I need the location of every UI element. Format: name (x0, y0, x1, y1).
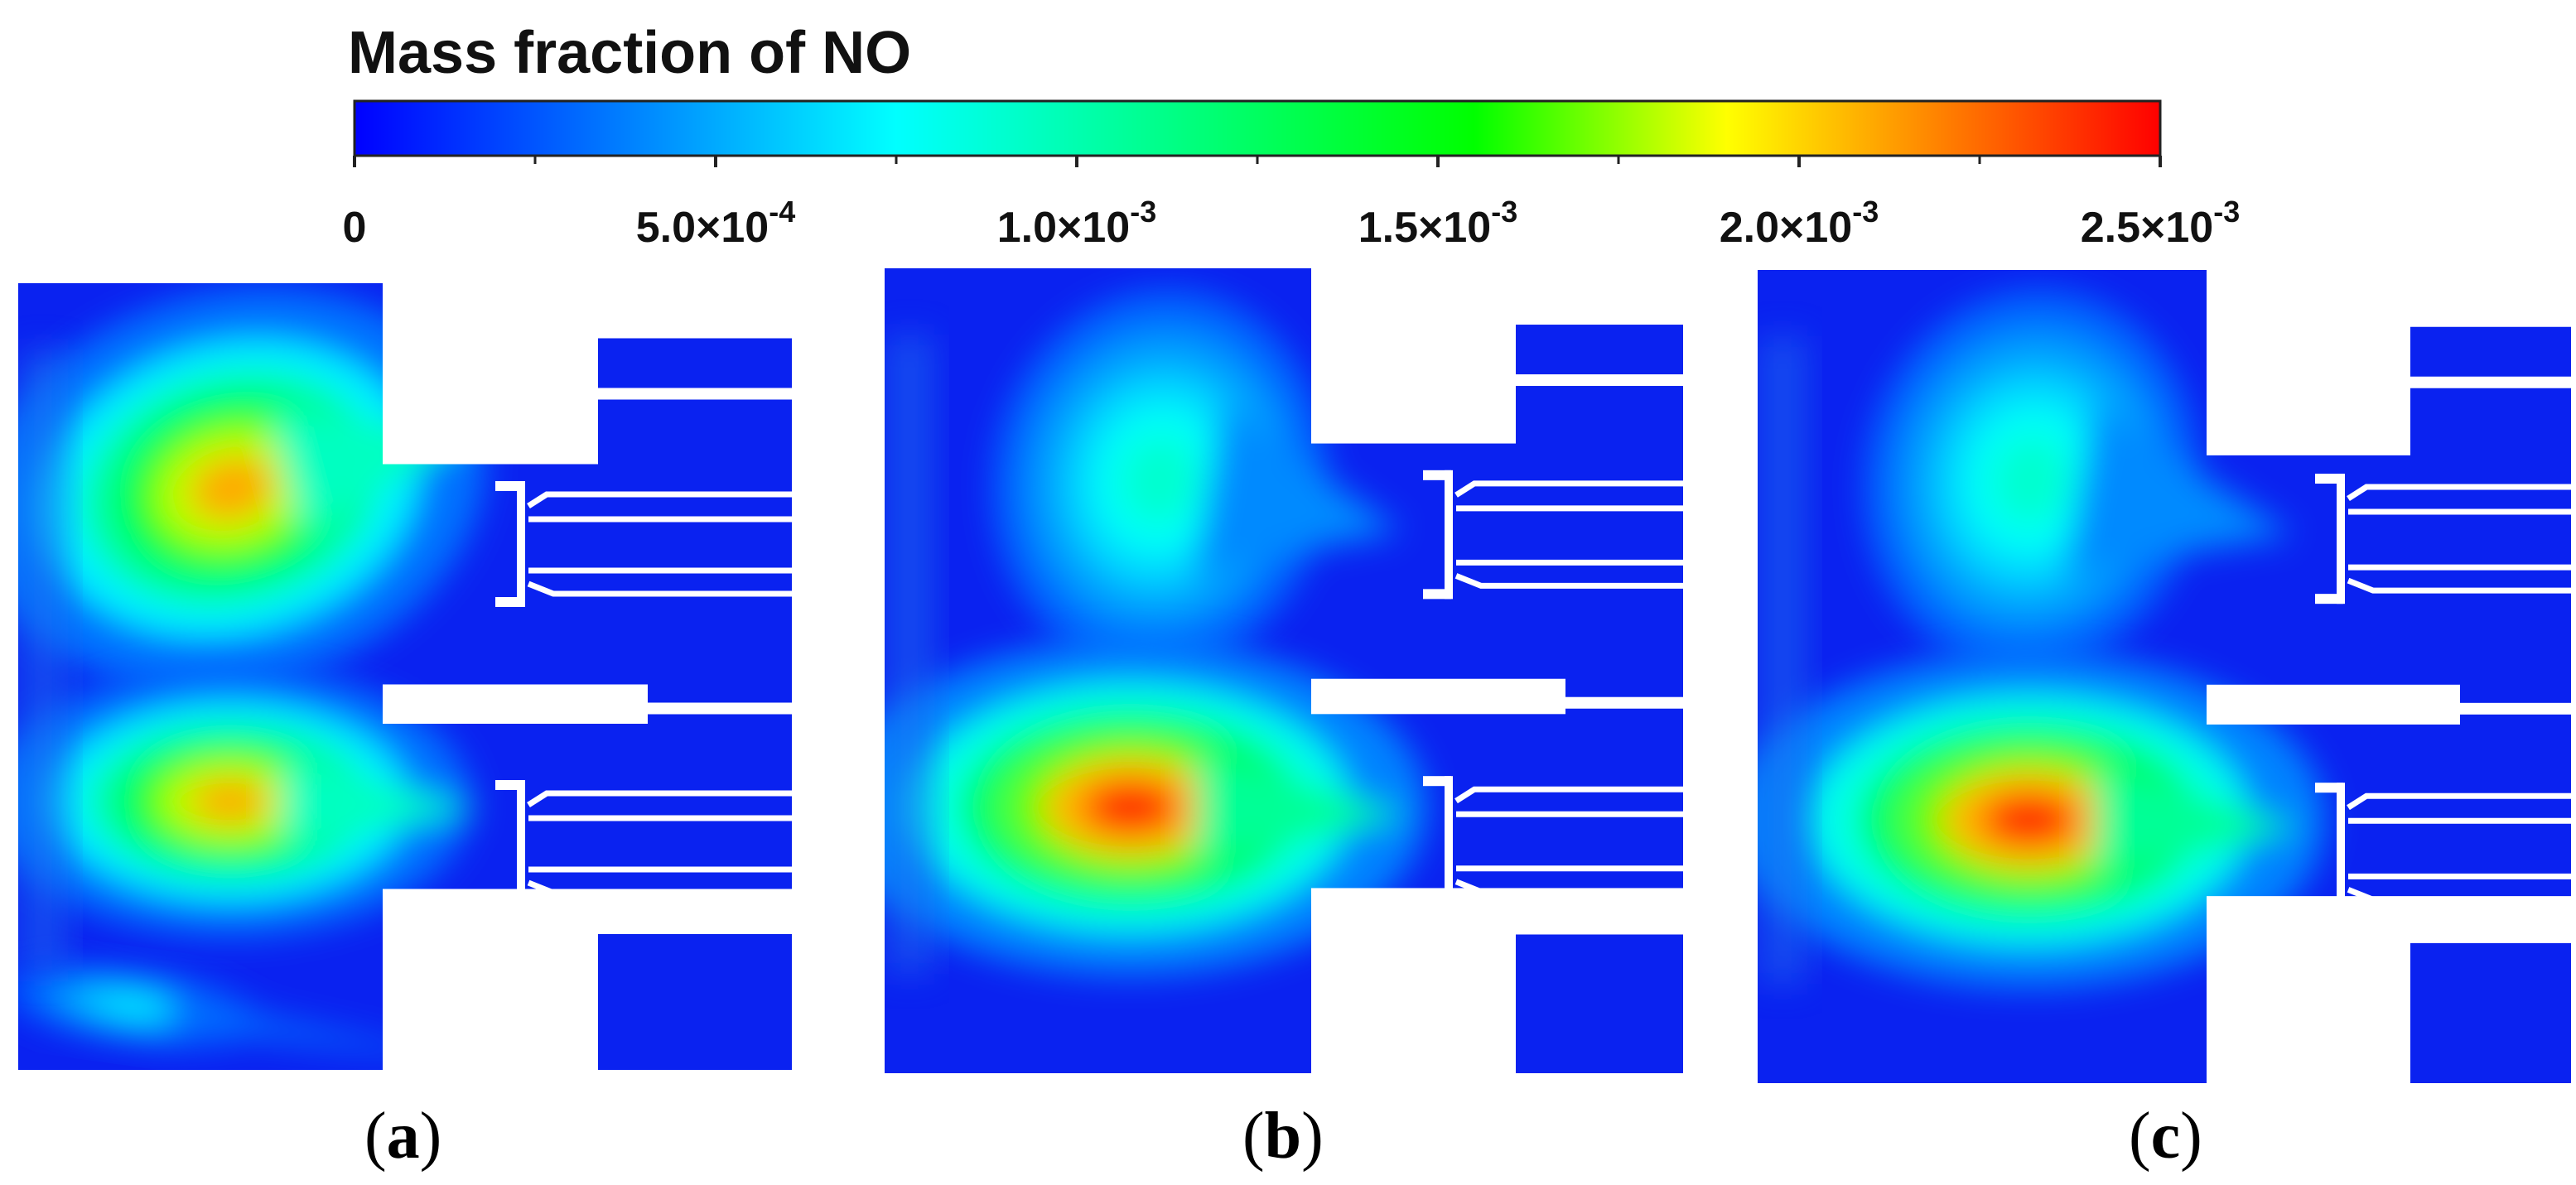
solid-top-recess (383, 283, 598, 465)
colorbar-tick-label: 2.5×10-3 (2081, 195, 2241, 252)
colorbar-tick-label: 1.5×10-3 (1358, 195, 1518, 252)
panel-c (1758, 270, 2576, 1083)
panel-label-b: (b) (1242, 1100, 1324, 1173)
solid-top-strip (1516, 268, 1688, 325)
solid-top-gap (2410, 376, 2576, 388)
solid-bottom-strip (1516, 888, 1688, 935)
solid-bottom-recess (1311, 888, 1516, 1073)
hotspot-upper (18, 288, 486, 689)
colorbar-ticks (353, 156, 2162, 167)
solid-top-recess (1311, 268, 1516, 444)
injector-bracket-2 (2315, 783, 2576, 913)
colorbar-title: Mass fraction of NO (348, 20, 911, 86)
solid-right-edge (2571, 270, 2576, 1083)
colorbar-tick-label: 2.0×10-3 (1720, 195, 1879, 252)
hotspot-upper (1864, 290, 2294, 671)
solid-bottom-strip (598, 889, 797, 934)
injector-bracket-2 (495, 780, 797, 906)
solid-top-gap (598, 388, 797, 400)
panel-label-c: (c) (2129, 1100, 2202, 1173)
solid-bottom-recess (383, 889, 598, 1070)
hotspot-upper (993, 290, 1401, 671)
solid-top-gap (1516, 374, 1688, 387)
colorbar-tick-labels: 0 5.0×10-4 1.0×10-3 1.5×10-3 2.0×10-3 2.5×10-… (343, 195, 2241, 252)
colorbar (353, 99, 2162, 157)
solid-middle-slit (1565, 696, 1688, 709)
solid-middle-divider (1311, 678, 1565, 715)
solid-top-strip (2410, 270, 2576, 327)
panel-a (18, 283, 797, 1070)
injector-bracket-1 (495, 481, 797, 607)
panel-b (885, 268, 1688, 1073)
solid-middle-divider (2207, 684, 2460, 725)
hotspot-lower (1758, 652, 2326, 988)
injector-bracket-2 (1423, 776, 1688, 905)
colorbar-tick-label: 1.0×10-3 (997, 195, 1157, 252)
solid-bottom-strip (2410, 896, 2576, 943)
solid-middle-divider (383, 684, 648, 724)
solid-right-edge (792, 283, 797, 1070)
hotspot-bottom (18, 965, 475, 1063)
injector-bracket-1 (1423, 470, 1688, 600)
hotspot-lower (18, 667, 479, 936)
solid-middle-slit (2460, 702, 2576, 715)
hotspot-lower (885, 639, 1427, 975)
solid-top-recess (2207, 270, 2410, 455)
colorbar-tick-label: 5.0×10-4 (636, 195, 796, 252)
solid-middle-slit (648, 702, 797, 715)
solid-bottom-recess (2207, 896, 2410, 1083)
panel-label-a: (a) (364, 1100, 441, 1173)
solid-right-edge (1683, 268, 1688, 1073)
solid-top-strip (598, 283, 797, 339)
colorbar-tick-label: 0 (343, 204, 367, 252)
injector-bracket-1 (2315, 474, 2576, 605)
